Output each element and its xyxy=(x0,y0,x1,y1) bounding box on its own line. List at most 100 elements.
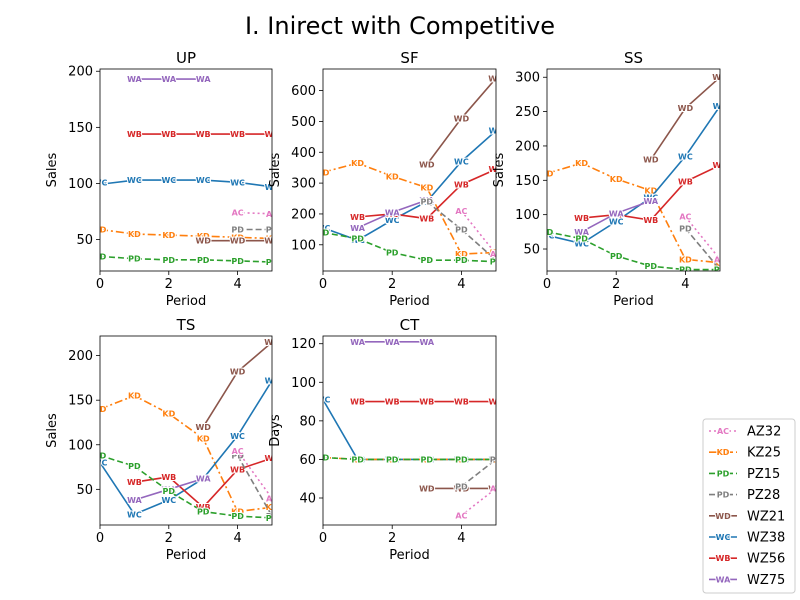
axes-frame xyxy=(322,335,497,526)
x-tick-label: 2 xyxy=(388,277,396,292)
data-point-marker: PD xyxy=(679,224,692,233)
data-point-marker: KD xyxy=(317,168,330,177)
data-point-marker: WD xyxy=(264,237,280,246)
series-line-pz15 xyxy=(100,454,272,519)
data-point-marker: PD xyxy=(163,487,176,496)
data-point-marker: KD xyxy=(197,435,210,444)
data-point-marker: WB xyxy=(489,398,504,407)
y-tick-label: 150 xyxy=(515,174,540,189)
series-line-wz21 xyxy=(426,77,496,166)
x-tick-label: 0 xyxy=(319,277,327,292)
y-axis-label: Sales xyxy=(492,152,507,187)
y-axis-label: Sales xyxy=(45,413,60,448)
series-line-wz38 xyxy=(100,179,272,188)
data-point-marker: WB xyxy=(643,216,658,225)
data-point-marker: PD xyxy=(490,455,503,464)
series-line-pz15 xyxy=(100,255,272,263)
data-point-marker: WD xyxy=(419,161,435,170)
data-point-marker: PD xyxy=(455,482,468,491)
x-tick-label: 0 xyxy=(96,531,104,546)
series-line-wz38 xyxy=(100,380,272,516)
data-point-marker: PD xyxy=(714,266,727,275)
data-point-marker: WD xyxy=(454,114,470,123)
data-point-marker: PD xyxy=(197,256,210,265)
data-point-marker: PD xyxy=(490,258,503,267)
series-line-kz25 xyxy=(547,162,720,264)
data-point-marker: PD xyxy=(317,228,330,237)
x-axis-label: Period xyxy=(389,294,430,309)
data-point-marker: WB xyxy=(454,398,469,407)
series-line-wz21 xyxy=(202,341,272,428)
x-tick-label: 2 xyxy=(165,531,173,546)
data-point-marker: WC xyxy=(316,224,331,233)
figure-title: I. Inirect with Competitive xyxy=(245,12,555,40)
legend-marker: AC xyxy=(717,427,729,436)
data-point-marker: WC xyxy=(643,193,658,202)
series-line-pz28 xyxy=(236,455,272,517)
series-line-az32 xyxy=(684,216,720,260)
data-point-marker: WA xyxy=(609,209,624,218)
data-point-marker: WB xyxy=(350,398,365,407)
legend-label: WZ56 xyxy=(747,552,785,567)
data-point-marker: WB xyxy=(196,503,211,512)
data-point-marker: PD xyxy=(386,248,399,257)
x-tick-label: 0 xyxy=(319,531,327,546)
x-axis-label: Period xyxy=(613,294,654,309)
series-line-kz25 xyxy=(323,162,496,255)
data-point-marker: WD xyxy=(488,74,504,83)
data-point-marker: AC xyxy=(232,447,244,456)
series-line-wz75 xyxy=(357,199,428,229)
data-point-marker: KD xyxy=(575,159,588,168)
data-point-marker: WA xyxy=(161,75,176,84)
x-tick-label: 4 xyxy=(233,277,241,292)
data-point-marker: WC xyxy=(454,158,469,167)
legend-marker: PD xyxy=(717,491,730,500)
data-point-marker: WB xyxy=(196,130,211,139)
data-point-marker: PD xyxy=(163,256,176,265)
x-tick-label: 4 xyxy=(681,277,689,292)
series-line-pz15 xyxy=(547,231,720,271)
legend-marker: PD xyxy=(717,469,730,478)
y-tick-label: 50 xyxy=(76,483,93,498)
data-point-marker: PD xyxy=(421,455,434,464)
y-tick-label: 400 xyxy=(291,146,316,161)
data-point-marker: KD xyxy=(128,392,141,401)
legend-label: WZ38 xyxy=(747,531,785,546)
data-point-marker: WC xyxy=(230,432,245,441)
x-tick-label: 0 xyxy=(96,277,104,292)
data-point-marker: WC xyxy=(489,127,504,136)
legend-marker: KD xyxy=(717,448,730,457)
data-point-marker: PD xyxy=(679,266,692,275)
data-point-marker: WB xyxy=(230,130,245,139)
data-point-marker: WB xyxy=(385,398,400,407)
data-point-marker: WC xyxy=(127,176,142,185)
data-point-marker: WD xyxy=(678,104,694,113)
data-point-marker: WA xyxy=(419,196,434,205)
data-point-marker: PD xyxy=(266,258,279,267)
data-point-marker: WC xyxy=(350,236,365,245)
data-point-marker: WD xyxy=(712,73,728,82)
data-point-marker: WD xyxy=(195,423,211,432)
legend-marker: WC xyxy=(716,533,731,542)
data-point-marker: AC xyxy=(714,255,726,264)
y-tick-label: 200 xyxy=(291,207,316,222)
y-tick-label: 50 xyxy=(523,243,540,258)
data-point-marker: AC xyxy=(455,511,467,520)
data-point-marker: KD xyxy=(162,410,175,419)
series-line-wz75 xyxy=(581,200,652,233)
data-point-marker: WD xyxy=(264,338,280,347)
legend-box xyxy=(702,418,796,594)
panel-title: SS xyxy=(624,49,643,67)
data-point-marker: WA xyxy=(127,496,142,505)
y-tick-label: 100 xyxy=(68,177,93,192)
data-point-marker: WA xyxy=(350,338,365,347)
data-point-marker: WA xyxy=(643,197,658,206)
data-point-marker: PD xyxy=(455,225,468,234)
data-point-marker: WC xyxy=(196,176,211,185)
